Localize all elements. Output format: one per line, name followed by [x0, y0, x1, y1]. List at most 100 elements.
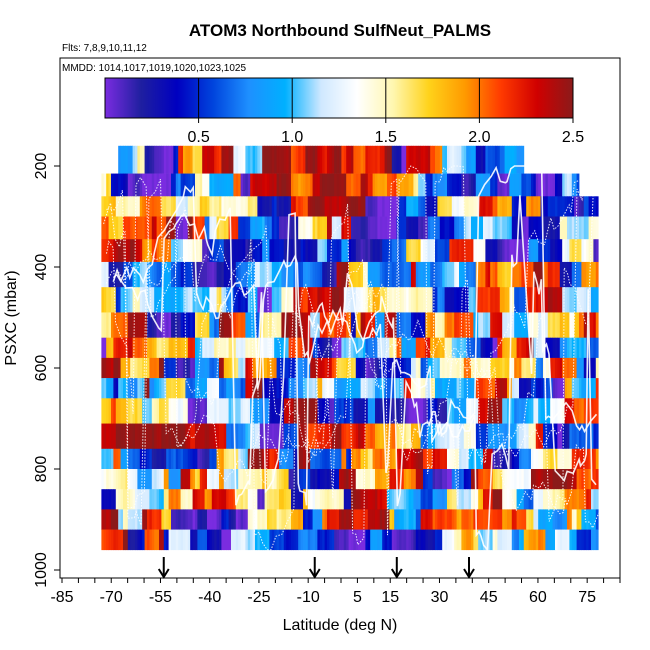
heatmap-cell	[245, 378, 249, 399]
heatmap-cell	[120, 312, 124, 338]
heatmap-cell	[322, 337, 325, 359]
heatmap-cell	[317, 423, 321, 450]
heatmap-cell	[576, 261, 580, 288]
heatmap-cell	[101, 337, 105, 359]
heatmap-cell	[206, 216, 210, 240]
heatmap-cell	[482, 529, 486, 551]
heatmap-cell	[125, 173, 129, 197]
heatmap-cell	[406, 398, 409, 424]
heatmap-cell	[396, 448, 400, 470]
heatmap-cell	[192, 509, 196, 530]
heatmap-cell	[259, 239, 263, 263]
heatmap-cell	[156, 378, 160, 399]
heatmap-cell	[346, 239, 349, 263]
heatmap-cell	[197, 196, 201, 217]
heatmap-cell	[101, 287, 105, 313]
heatmap-cell	[182, 287, 186, 313]
heatmap-cell	[588, 216, 592, 240]
heatmap-cell	[547, 337, 551, 359]
heatmap-cell	[317, 378, 321, 399]
heatmap-cell	[398, 448, 402, 470]
heatmap-cell	[545, 357, 549, 379]
heatmap-cell	[235, 216, 239, 240]
heatmap-cell	[446, 423, 450, 450]
heatmap-cell	[413, 173, 417, 197]
heatmap-cell	[362, 287, 366, 313]
heatmap-cell	[482, 145, 486, 174]
heatmap-cell	[314, 287, 318, 313]
heatmap-cell	[511, 216, 515, 240]
heatmap-cell	[521, 398, 525, 424]
heatmap-cell	[322, 378, 325, 399]
heatmap-cell	[454, 312, 457, 338]
heatmap-cell	[214, 312, 217, 338]
heatmap-cell	[180, 378, 184, 399]
heatmap-cell	[442, 509, 445, 530]
heatmap-cell	[266, 509, 270, 530]
heatmap-cell	[216, 337, 220, 359]
heatmap-cell	[326, 529, 330, 551]
heatmap-cell	[180, 357, 184, 379]
heatmap-cell	[355, 239, 359, 263]
heatmap-cell	[355, 357, 359, 379]
heatmap-cell	[506, 357, 510, 379]
heatmap-cell	[214, 398, 217, 424]
heatmap-cell	[547, 196, 551, 217]
heatmap-cell	[466, 261, 469, 288]
heatmap-cell	[478, 312, 481, 338]
heatmap-cell	[487, 378, 491, 399]
heatmap-cell	[509, 378, 513, 399]
heatmap-cell	[470, 509, 474, 530]
heatmap-cell	[552, 378, 556, 399]
heatmap-cell	[586, 448, 589, 470]
heatmap-cell	[312, 398, 316, 424]
heatmap-cell	[103, 196, 107, 217]
heatmap-cell	[154, 398, 157, 424]
heatmap-cell	[127, 469, 131, 490]
heatmap-cell	[329, 469, 333, 490]
heatmap-cell	[583, 423, 587, 450]
heatmap-cell	[355, 261, 359, 288]
heatmap-cell	[314, 196, 318, 217]
heatmap-cell	[410, 312, 414, 338]
heatmap-cell	[446, 287, 450, 313]
heatmap-cell	[576, 173, 580, 197]
heatmap-cell	[478, 398, 481, 424]
heatmap-cell	[343, 509, 347, 530]
heatmap-cell	[374, 378, 378, 399]
heatmap-cell	[379, 398, 383, 424]
heatmap-cell	[394, 357, 397, 379]
heatmap-cell	[305, 261, 309, 288]
heatmap-cell	[348, 378, 352, 399]
heatmap-cell	[485, 378, 489, 399]
heatmap-cell	[146, 509, 150, 530]
heatmap-cell	[389, 423, 393, 450]
heatmap-cell	[384, 173, 388, 197]
heatmap-cell	[322, 261, 325, 288]
heatmap-cell	[130, 239, 133, 263]
heatmap-cell	[329, 312, 333, 338]
heatmap-cell	[458, 196, 462, 217]
heatmap-cell	[478, 469, 481, 490]
heatmap-cell	[379, 239, 383, 263]
heatmap-cell	[269, 469, 273, 490]
heatmap-cell	[286, 398, 289, 424]
heatmap-cell	[410, 239, 414, 263]
heatmap-cell	[216, 509, 220, 530]
heatmap-cell	[391, 509, 395, 530]
heatmap-cell	[338, 196, 342, 217]
heatmap-cell	[110, 378, 114, 399]
heatmap-cell	[542, 398, 546, 424]
heatmap-cell	[180, 261, 184, 288]
heatmap-cell	[470, 378, 474, 399]
heatmap-cell	[113, 489, 117, 510]
heatmap-cell	[209, 216, 213, 240]
heatmap-cell	[526, 469, 529, 490]
heatmap-cell	[226, 287, 229, 313]
x-tick-label: -25	[247, 589, 270, 606]
heatmap-cell	[490, 173, 493, 197]
heatmap-cell	[182, 337, 186, 359]
heatmap-cell	[403, 287, 407, 313]
heatmap-cell	[516, 469, 520, 490]
heatmap-cell	[482, 469, 486, 490]
